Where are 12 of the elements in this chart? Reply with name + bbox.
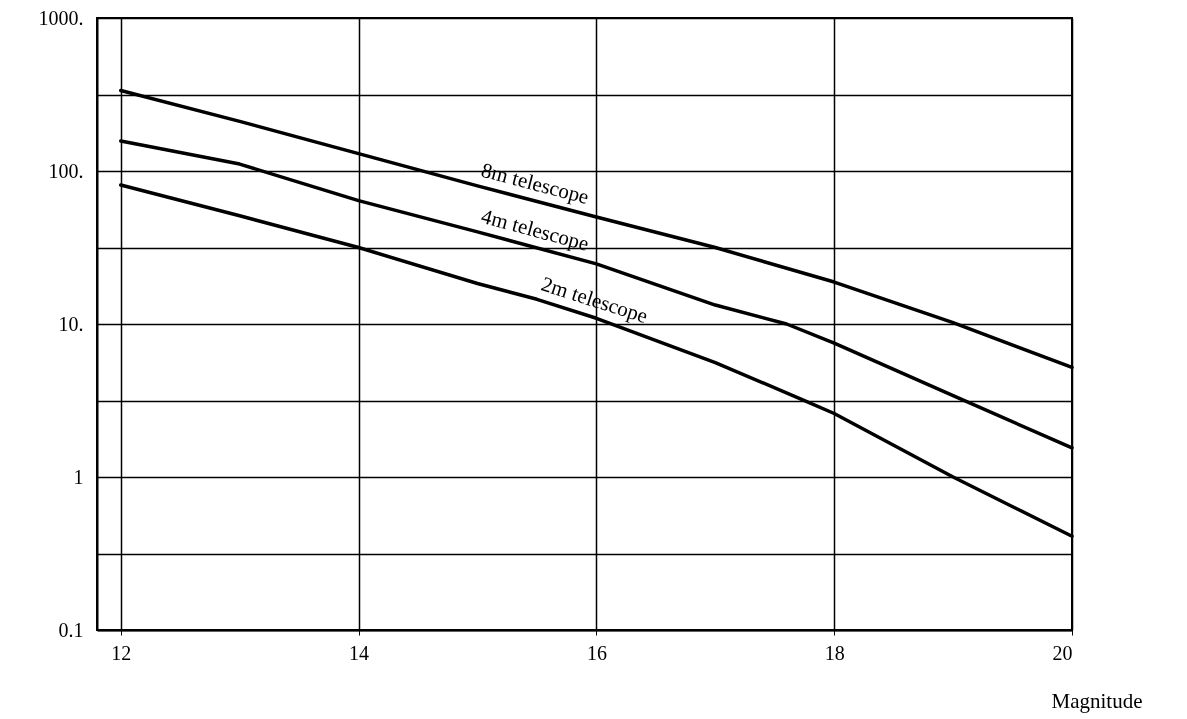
x-tick-label: 18 xyxy=(824,641,845,664)
y-tick-label: 0.1 xyxy=(58,618,84,641)
y-tick-label: 1000. xyxy=(38,6,84,29)
x-tick-label: 16 xyxy=(586,641,607,664)
y-tick-label: 100. xyxy=(48,159,84,182)
x-tick-label: 12 xyxy=(111,641,132,664)
x-axis-title: Magnitude xyxy=(1051,688,1143,713)
y-tick-label: 10. xyxy=(58,312,84,335)
x-tick-label: 14 xyxy=(349,641,370,664)
text: 2m telescope xyxy=(538,271,651,329)
y-tick-label: 1 xyxy=(73,465,84,488)
x-tick-label: 20 xyxy=(1052,641,1073,664)
